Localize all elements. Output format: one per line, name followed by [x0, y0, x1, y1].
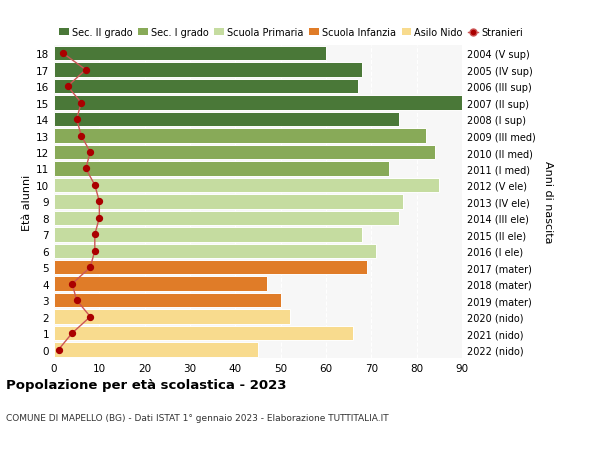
Point: [72, 297, 82, 304]
Point: [90, 247, 100, 255]
Bar: [54, 146, 435, 160]
Point: [85, 264, 95, 271]
Bar: [54, 162, 389, 176]
Bar: [54, 47, 326, 62]
Bar: [54, 277, 267, 291]
Bar: [54, 260, 367, 275]
Point: [63, 83, 73, 90]
Bar: [54, 178, 439, 193]
Point: [81, 165, 91, 173]
Text: COMUNE DI MAPELLO (BG) - Dati ISTAT 1° gennaio 2023 - Elaborazione TUTTITALIA.IT: COMUNE DI MAPELLO (BG) - Dati ISTAT 1° g…: [6, 413, 389, 422]
Point: [81, 67, 91, 74]
Point: [85, 313, 95, 321]
Y-axis label: Età alunni: Età alunni: [22, 174, 32, 230]
Point: [90, 231, 100, 239]
Point: [67, 280, 77, 288]
Bar: [54, 112, 398, 127]
Point: [76, 133, 86, 140]
Text: Popolazione per età scolastica - 2023: Popolazione per età scolastica - 2023: [6, 379, 287, 392]
Point: [85, 149, 95, 157]
Point: [72, 116, 82, 123]
Bar: [54, 96, 462, 111]
Point: [54, 346, 64, 353]
Y-axis label: Anni di nascita: Anni di nascita: [542, 161, 553, 243]
Bar: [54, 244, 376, 258]
Legend: Sec. II grado, Sec. I grado, Scuola Primaria, Scuola Infanzia, Asilo Nido, Stran: Sec. II grado, Sec. I grado, Scuola Prim…: [59, 28, 523, 38]
Point: [67, 330, 77, 337]
Point: [95, 215, 104, 222]
Bar: [54, 228, 362, 242]
Bar: [54, 342, 258, 357]
Point: [95, 198, 104, 206]
Point: [90, 182, 100, 189]
Bar: [54, 129, 426, 144]
Bar: [54, 195, 403, 209]
Bar: [54, 310, 290, 324]
Bar: [54, 80, 358, 94]
Bar: [54, 293, 281, 308]
Bar: [54, 326, 353, 341]
Point: [76, 100, 86, 107]
Bar: [54, 211, 398, 226]
Bar: [54, 63, 362, 78]
Point: [58, 50, 68, 58]
